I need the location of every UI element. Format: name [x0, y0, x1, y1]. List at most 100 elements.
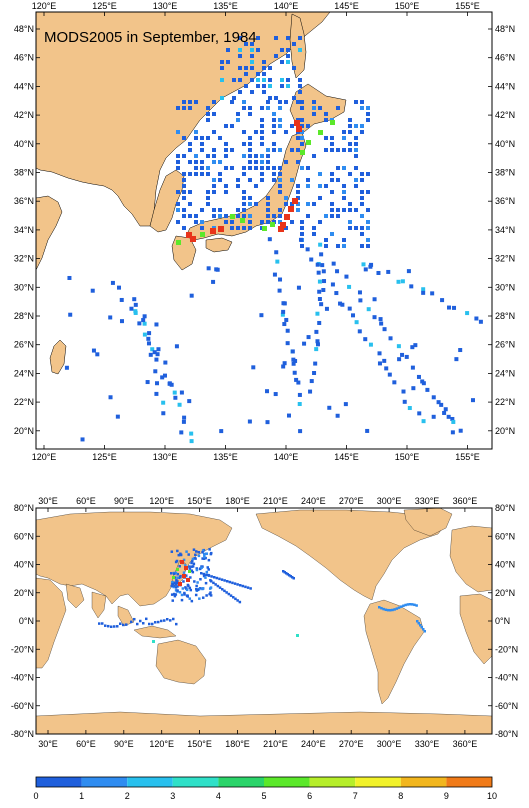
lat-tick-label: 48°N	[14, 24, 34, 34]
lat-tick-label: 40°N	[495, 139, 515, 149]
colorbar-swatch	[218, 777, 264, 787]
lat-tick-label: 42°N	[14, 110, 34, 120]
lon-tick-label: 125°E	[92, 452, 117, 462]
global-observations	[98, 548, 426, 643]
colorbar-swatch	[355, 777, 401, 787]
lat-tick-label: 42°N	[495, 110, 515, 120]
colorbar-swatch	[36, 777, 82, 787]
lat-tick-label: 44°N	[14, 81, 34, 91]
lat-tick-label: 60°N	[495, 531, 515, 541]
lat-tick-label: 40°N	[14, 560, 34, 570]
lon-tick-label: 125°E	[92, 1, 117, 11]
lat-tick-label: 30°N	[14, 282, 34, 292]
colorbar-label: 1	[79, 791, 84, 801]
lat-tick-label: 20°N	[14, 426, 34, 436]
lon-tick-label: 360°E	[453, 496, 478, 506]
lon-tick-label: 150°E	[395, 452, 420, 462]
lat-tick-label: 0°N	[495, 616, 510, 626]
lat-tick-label: -40°N	[11, 673, 34, 683]
lon-tick-label: 90°E	[114, 739, 134, 749]
lat-tick-label: 40°N	[14, 139, 34, 149]
lat-tick-label: 26°N	[14, 340, 34, 350]
regional-land	[35, 11, 347, 375]
lon-tick-label: 130°E	[153, 452, 178, 462]
lon-tick-label: 330°E	[415, 496, 440, 506]
lat-tick-label: 34°N	[14, 225, 34, 235]
regional-map: 120°E 120°E 125°E 125°E 130°E 130°E 135°E 135°E…	[14, 1, 515, 462]
colorbar-label: 10	[487, 791, 497, 801]
lon-tick-label: 30°E	[38, 496, 58, 506]
lat-tick-label: 48°N	[495, 24, 515, 34]
lon-tick-label: 120°E	[32, 1, 57, 11]
lon-tick-label: 120°E	[149, 496, 174, 506]
lon-tick-label: 150°E	[187, 739, 212, 749]
colorbar-label: 7	[353, 791, 358, 801]
lat-tick-label: 80°N	[495, 503, 515, 513]
lat-tick-label: -60°N	[11, 701, 34, 711]
lon-tick-label: 120°E	[32, 452, 57, 462]
colorbar-label: 9	[444, 791, 449, 801]
lon-tick-label: 180°E	[225, 739, 250, 749]
lon-tick-label: 155°E	[455, 1, 480, 11]
lat-tick-label: 22°N	[14, 397, 34, 407]
lat-tick-label: -60°N	[495, 701, 518, 711]
lat-tick-label: 20°N	[14, 588, 34, 598]
colorbar-swatch	[400, 777, 447, 787]
colorbar: 0 1 2 3 4 5 6 7 8 9 10	[33, 776, 497, 801]
lat-tick-label: -40°N	[495, 673, 518, 683]
lat-tick-label: 44°N	[495, 81, 515, 91]
lat-tick-label: 46°N	[495, 53, 515, 63]
global-map: 30°E 30°E 60°E 60°E 90°E 90°E 120°E 120°E 150°E 1…	[11, 496, 518, 749]
colorbar-swatch	[81, 777, 128, 787]
lon-tick-label: 270°E	[339, 496, 364, 506]
colorbar-swatch	[446, 777, 492, 787]
lat-tick-label: 36°N	[14, 196, 34, 206]
lat-tick-label: 26°N	[495, 340, 515, 350]
lat-tick-label: 32°N	[14, 254, 34, 264]
colorbar-label: 3	[170, 791, 175, 801]
colorbar-swatch	[172, 777, 219, 787]
regional-observations	[64, 36, 483, 444]
lon-tick-label: 210°E	[263, 496, 288, 506]
lat-tick-label: 38°N	[495, 168, 515, 178]
lat-tick-label: -80°N	[11, 729, 34, 739]
lon-tick-label: 30°E	[38, 739, 58, 749]
lon-tick-label: 330°E	[415, 739, 440, 749]
colorbar-swatch	[264, 777, 310, 787]
lat-tick-label: 28°N	[495, 311, 515, 321]
regional-axes: 120°E 120°E 125°E 125°E 130°E 130°E 135°E 135°E…	[14, 1, 515, 462]
lat-tick-label: 38°N	[14, 168, 34, 178]
colorbar-swatch	[127, 777, 173, 787]
lon-tick-label: 300°E	[377, 496, 402, 506]
lon-tick-label: 140°E	[274, 1, 299, 11]
global-axes: 30°E 30°E 60°E 60°E 90°E 90°E 120°E 120°E 150°E 1…	[11, 496, 518, 749]
lon-tick-label: 155°E	[455, 452, 480, 462]
lat-tick-label: 60°N	[14, 531, 34, 541]
lat-tick-label: -20°N	[11, 644, 34, 654]
lat-tick-label: 20°N	[495, 588, 515, 598]
lat-tick-label: 40°N	[495, 560, 515, 570]
lon-tick-label: 180°E	[225, 496, 250, 506]
colorbar-label: 8	[398, 791, 403, 801]
lon-tick-label: 240°E	[301, 739, 326, 749]
lon-tick-label: 150°E	[395, 1, 420, 11]
lon-tick-label: 60°E	[76, 496, 96, 506]
lat-tick-label: 28°N	[14, 311, 34, 321]
lon-tick-label: 300°E	[377, 739, 402, 749]
lat-tick-label: 0°N	[19, 616, 34, 626]
lat-tick-label: 20°N	[495, 426, 515, 436]
lon-tick-label: 90°E	[114, 496, 134, 506]
lat-tick-label: 36°N	[495, 196, 515, 206]
lon-tick-label: 135°E	[213, 452, 238, 462]
lon-tick-label: 135°E	[213, 1, 238, 11]
lat-tick-label: 80°N	[14, 503, 34, 513]
lat-tick-label: -20°N	[495, 644, 518, 654]
lon-tick-label: 145°E	[334, 452, 359, 462]
colorbar-swatch	[309, 777, 356, 787]
lat-tick-label: 32°N	[495, 254, 515, 264]
map-title: MODS2005 in September, 1984	[44, 29, 257, 46]
lat-tick-label: 46°N	[14, 53, 34, 63]
lat-tick-label: 34°N	[495, 225, 515, 235]
colorbar-label: 0	[33, 791, 38, 801]
